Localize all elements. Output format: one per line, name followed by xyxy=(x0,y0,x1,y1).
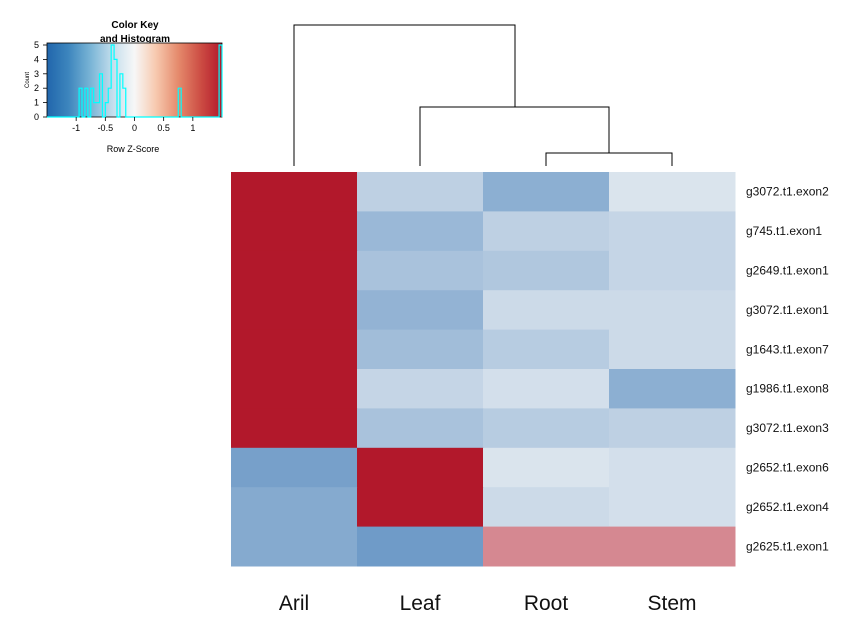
color-key: Color Key and Histogram -1 -0.5 0 0.5 1 0 1 2 3… xyxy=(25,20,223,154)
heatmap-cell xyxy=(357,447,484,488)
heatmap-cell xyxy=(483,250,610,291)
row-label: g2625.t1.exon1 xyxy=(746,539,829,553)
row-labels: g3072.t1.exon2 g745.t1.exon1 g2649.t1.exon… xyxy=(746,185,829,554)
heatmap-cell xyxy=(609,487,736,528)
heatmap-cell xyxy=(357,250,484,291)
column-label: Aril xyxy=(279,592,309,615)
heatmap-cell xyxy=(357,290,484,331)
heatmap-cell xyxy=(357,172,484,212)
heatmap-cell xyxy=(231,369,358,409)
heatmap-cell xyxy=(609,369,736,409)
color-key-x-label: Row Z-Score xyxy=(107,144,160,154)
heatmap-cell xyxy=(231,172,358,212)
heatmap-cells xyxy=(231,172,736,567)
color-key-title-line2: and Histogram xyxy=(100,34,170,45)
heatmap-cell xyxy=(483,487,610,528)
heatmap-cell xyxy=(483,172,610,212)
heatmap-cell xyxy=(231,290,358,331)
column-labels: Aril Leaf Root Stem xyxy=(279,592,697,615)
heatmap-cell xyxy=(483,369,610,409)
color-key-histogram-line xyxy=(47,44,223,118)
color-key-y-label: Count xyxy=(25,72,31,88)
color-key-y-tick-label: 2 xyxy=(34,83,39,93)
heatmap-cell xyxy=(231,487,358,528)
column-label: Leaf xyxy=(400,592,441,615)
heatmap-cell xyxy=(609,250,736,291)
heatmap-cell xyxy=(357,408,484,449)
color-key-y-tick-label: 0 xyxy=(34,112,39,122)
color-key-x-axis: -1 -0.5 0 0.5 1 xyxy=(72,117,195,133)
color-key-x-tick-label: 1 xyxy=(190,123,195,133)
color-key-y-axis: 0 1 2 3 4 5 xyxy=(34,40,47,122)
color-key-histogram xyxy=(47,44,223,118)
row-label: g745.t1.exon1 xyxy=(746,224,822,238)
heatmap-cell xyxy=(357,369,484,409)
heatmap-cell xyxy=(483,408,610,449)
color-key-x-tick-label: -0.5 xyxy=(98,123,114,133)
heatmap-cell xyxy=(357,487,484,528)
color-key-x-tick-label: -1 xyxy=(72,123,80,133)
row-label: g3072.t1.exon2 xyxy=(746,185,829,199)
row-label: g2649.t1.exon1 xyxy=(746,264,829,278)
row-label: g3072.t1.exon3 xyxy=(746,421,829,435)
column-label: Stem xyxy=(647,592,696,615)
heatmap-cell xyxy=(483,526,610,567)
heatmap-cell xyxy=(609,172,736,212)
heatmap-cell xyxy=(609,408,736,449)
heatmap-cell xyxy=(483,290,610,331)
heatmap-cell xyxy=(231,211,358,252)
heatmap-cell xyxy=(609,329,736,370)
row-label: g1643.t1.exon7 xyxy=(746,342,829,356)
row-label: g2652.t1.exon6 xyxy=(746,461,829,475)
dendrogram-branch-root-stem xyxy=(545,152,673,166)
color-key-y-tick-label: 4 xyxy=(34,54,39,64)
color-key-gradient xyxy=(47,43,222,117)
color-key-title-line1: Color Key xyxy=(111,20,159,31)
heatmap-cell xyxy=(609,526,736,567)
heatmap-cell xyxy=(609,290,736,331)
heatmap-cell xyxy=(609,211,736,252)
color-key-y-tick-label: 1 xyxy=(34,98,39,108)
heatmap-cell xyxy=(231,250,358,291)
row-label: g3072.t1.exon1 xyxy=(746,303,829,317)
heatmap-cell xyxy=(483,211,610,252)
dendrogram-branch-aril-rest xyxy=(293,24,516,166)
column-dendrogram xyxy=(293,24,673,166)
heatmap-cell xyxy=(483,447,610,488)
row-label: g2652.t1.exon4 xyxy=(746,500,829,514)
heatmap-cell xyxy=(231,447,358,488)
heatmap-cell xyxy=(357,526,484,567)
heatmap-cell xyxy=(231,329,358,370)
heatmap-cell xyxy=(609,447,736,488)
dendrogram-branch-leaf-rootstem xyxy=(419,106,610,166)
heatmap-cell xyxy=(357,329,484,370)
color-key-y-tick-label: 5 xyxy=(34,40,39,50)
row-label: g1986.t1.exon8 xyxy=(746,382,829,396)
heatmap-cell xyxy=(357,211,484,252)
column-label: Root xyxy=(524,592,569,615)
heatmap-cell xyxy=(231,408,358,449)
heatmap-cell xyxy=(483,329,610,370)
heatmap-cell xyxy=(231,526,358,567)
color-key-x-tick-label: 0 xyxy=(132,123,137,133)
color-key-y-tick-label: 3 xyxy=(34,69,39,79)
color-key-x-tick-label: 0.5 xyxy=(157,123,170,133)
